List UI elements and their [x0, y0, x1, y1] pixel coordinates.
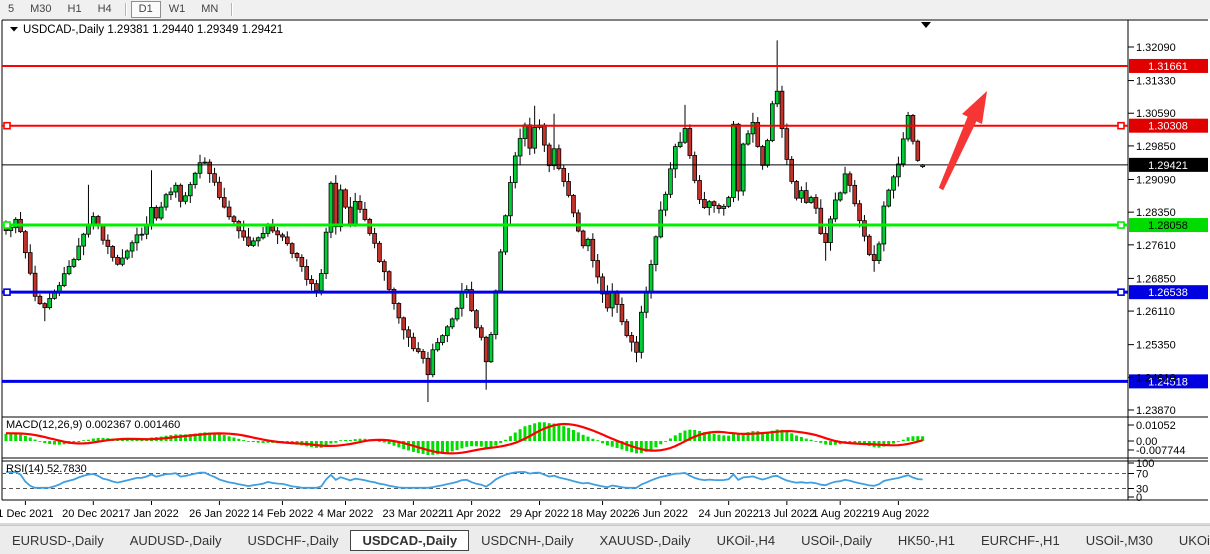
svg-text:100: 100 — [1136, 458, 1154, 470]
line-handle[interactable] — [3, 121, 11, 130]
svg-text:1.23870: 1.23870 — [1136, 405, 1176, 417]
svg-text:1.25350: 1.25350 — [1136, 340, 1176, 352]
svg-text:1.29421: 1.29421 — [1148, 160, 1188, 172]
tab-audusd[interactable]: AUDUSD-,Daily — [129, 532, 222, 548]
tab-usdchf[interactable]: USDCHF-,Daily — [247, 532, 339, 548]
svg-text:USDCAD-,Daily 1.29381 1.29440: USDCAD-,Daily 1.29381 1.29440 1.29349 1.… — [23, 24, 283, 36]
svg-text:1 Dec 2021: 1 Dec 2021 — [0, 508, 54, 520]
svg-text:29 Apr 2022: 29 Apr 2022 — [510, 508, 569, 520]
svg-text:1 Aug 2022: 1 Aug 2022 — [812, 508, 868, 520]
svg-text:1.29090: 1.29090 — [1136, 174, 1176, 186]
price-badge-1.30308: 1.30308 — [1129, 118, 1208, 133]
price-badge-1.31661: 1.31661 — [1129, 58, 1208, 73]
down-triangle-marker[interactable] — [921, 22, 931, 28]
svg-text:13 Jul 2022: 13 Jul 2022 — [758, 508, 815, 520]
line-handle[interactable] — [3, 221, 11, 229]
tab-hk50[interactable]: HK50-,H1 — [897, 532, 955, 548]
svg-text:18 May 2022: 18 May 2022 — [571, 508, 635, 520]
svg-text:1.26850: 1.26850 — [1136, 273, 1176, 285]
svg-text:1.30590: 1.30590 — [1136, 108, 1176, 120]
svg-text:26 Jan 2022: 26 Jan 2022 — [189, 508, 250, 520]
svg-text:11 Apr 2022: 11 Apr 2022 — [442, 508, 501, 520]
line-handle[interactable] — [1117, 121, 1125, 130]
svg-text:1.26538: 1.26538 — [1148, 287, 1188, 299]
tab-usoil-daily[interactable]: USOil-,Daily — [801, 532, 872, 548]
toolbar-separator — [231, 3, 233, 16]
price-badge-1.28058: 1.28058 — [1129, 218, 1208, 233]
svg-text:30: 30 — [1136, 484, 1148, 496]
svg-text:24 Jun 2022: 24 Jun 2022 — [698, 508, 759, 520]
price-badge-1.26538: 1.26538 — [1129, 285, 1208, 300]
svg-text:1.30308: 1.30308 — [1148, 121, 1188, 133]
chart-title: USDCAD-,Daily 1.29381 1.29440 1.29349 1.… — [10, 24, 283, 36]
tab-ukoil-h1[interactable]: UKOil-,H1 — [1178, 532, 1210, 548]
svg-text:1.27610: 1.27610 — [1136, 240, 1176, 252]
tab-eurchf[interactable]: EURCHF-,H1 — [980, 532, 1060, 548]
svg-text:19 Aug 2022: 19 Aug 2022 — [868, 508, 930, 520]
svg-text:1.31661: 1.31661 — [1148, 61, 1188, 73]
svg-text:20 Dec 2021: 20 Dec 2021 — [62, 508, 124, 520]
svg-text:4 Mar 2022: 4 Mar 2022 — [318, 508, 374, 520]
svg-text:1.31330: 1.31330 — [1136, 76, 1176, 88]
tf-mn-button[interactable]: MN — [201, 3, 219, 15]
toolbar-separator — [124, 3, 126, 16]
chart-tabs-bar: EURUSD-,Daily AUDUSD-,Daily USDCHF-,Dail… — [0, 525, 1210, 554]
macd-indicator: MACD(12,26,9) 0.002367 0.001460 0.01052 0.… — [4, 419, 1186, 457]
price-axis[interactable]: 1.32090 1.31330 1.30590 1.29850 1.29090 1.283… — [1128, 42, 1176, 417]
svg-text:7 Jan 2022: 7 Jan 2022 — [124, 508, 178, 520]
svg-text:70: 70 — [1136, 469, 1148, 481]
tf-h4-button[interactable]: H4 — [97, 3, 112, 15]
tab-xauusd[interactable]: XAUUSD-,Daily — [599, 532, 691, 548]
svg-text:1.26110: 1.26110 — [1136, 306, 1175, 318]
svg-text:23 Mar 2022: 23 Mar 2022 — [383, 508, 445, 520]
svg-text:0.01052: 0.01052 — [1136, 420, 1176, 432]
price-badge-1.29421: 1.29421 — [1129, 157, 1208, 172]
timeframe-toolbar: 5 M30 H1 H4 D1 W1 MN — [0, 0, 1210, 20]
tab-eurusd[interactable]: EURUSD-,Daily — [12, 532, 104, 548]
svg-text:0: 0 — [1136, 492, 1142, 504]
tf-h1-button[interactable]: H1 — [67, 3, 82, 15]
svg-text:1.28058: 1.28058 — [1148, 220, 1188, 232]
svg-text:1.24518: 1.24518 — [1148, 376, 1188, 388]
tf-m5-button[interactable]: 5 — [8, 3, 15, 15]
tab-ukoil-h4[interactable]: UKOil-,H4 — [716, 532, 776, 548]
tab-usdcad-active[interactable]: USDCAD-,Daily — [350, 529, 470, 551]
rsi-label: RSI(14) 52.7830 — [6, 463, 87, 475]
line-handle[interactable] — [1117, 288, 1125, 296]
svg-text:1.24610: 1.24610 — [1136, 372, 1176, 384]
date-axis[interactable]: 1 Dec 2021 20 Dec 2021 7 Jan 2022 26 Jan 20… — [0, 501, 929, 520]
svg-text:1.29850: 1.29850 — [1136, 141, 1176, 153]
tf-m30-button[interactable]: M30 — [30, 3, 52, 15]
bullish-arrow-annotation[interactable] — [938, 91, 987, 191]
tab-usoil-m30[interactable]: USOil-,M30 — [1085, 532, 1153, 548]
tab-usdcnh[interactable]: USDCNH-,Daily — [481, 532, 574, 548]
svg-text:1.28350: 1.28350 — [1136, 207, 1176, 219]
tf-d1-button[interactable]: D1 — [130, 1, 161, 18]
svg-text:0.00: 0.00 — [1136, 436, 1157, 448]
svg-text:6 Jun 2022: 6 Jun 2022 — [634, 508, 688, 520]
symbol-dropdown-icon — [10, 27, 18, 32]
svg-text:1.32090: 1.32090 — [1136, 42, 1176, 54]
usdcad-daily-chart[interactable]: 1.31661 1.30308 1.29421 1.28058 1.26538 1.245… — [0, 19, 1210, 525]
line-handle[interactable] — [3, 288, 11, 296]
price-badge-1.24518: 1.24518 — [1129, 374, 1208, 389]
tf-w1-button[interactable]: W1 — [168, 3, 186, 15]
macd-label: MACD(12,26,9) 0.002367 0.001460 — [6, 419, 180, 431]
svg-text:-0.007744: -0.007744 — [1136, 445, 1186, 457]
svg-text:14 Feb 2022: 14 Feb 2022 — [252, 508, 314, 520]
line-handle[interactable] — [1117, 221, 1125, 229]
